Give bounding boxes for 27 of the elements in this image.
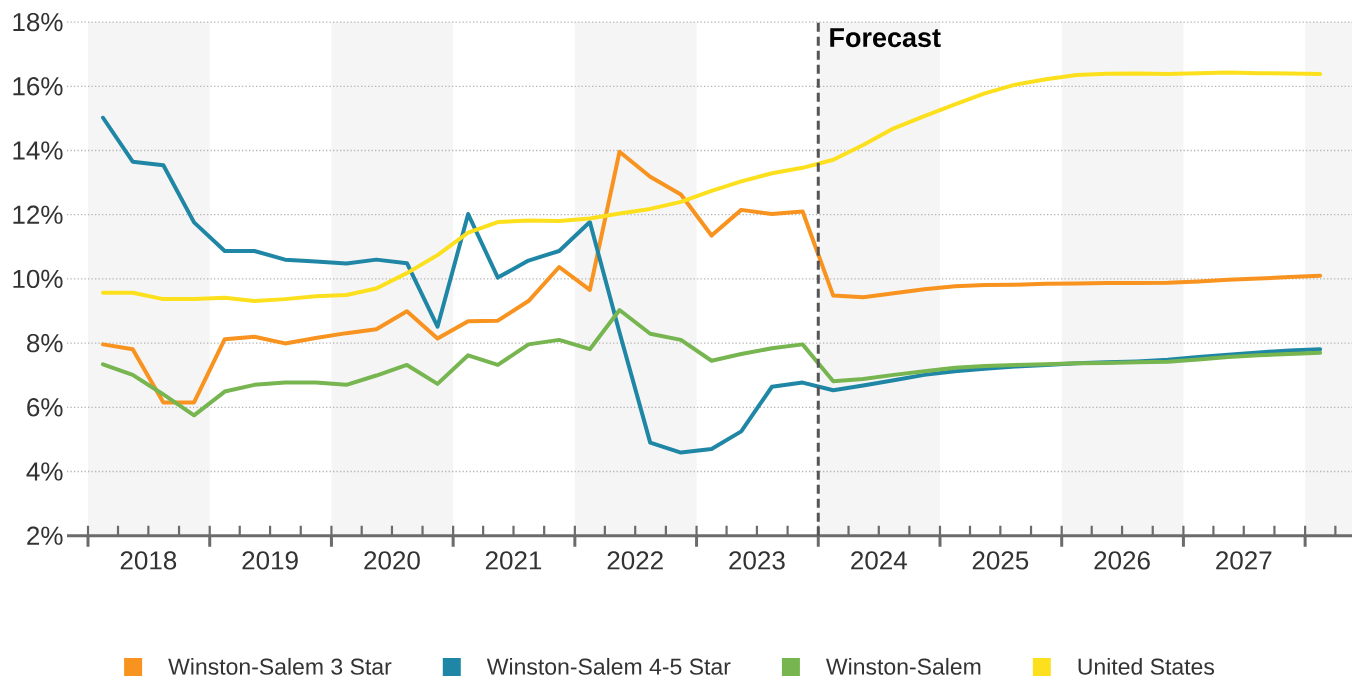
y-tick-label: 8% (27, 333, 63, 353)
legend-label: United States (1078, 657, 1215, 675)
x-tick-label: 2023 (729, 551, 785, 570)
x-tick-label: 2019 (242, 551, 298, 570)
line-series (101, 70, 1323, 304)
x-tick-label: 2024 (851, 551, 907, 570)
y-tick-label: 18% (13, 12, 63, 32)
y-tick-label: 12% (13, 205, 63, 224)
y-tick-label: 14% (13, 141, 63, 160)
x-tick-label: 2022 (607, 551, 663, 570)
x-tick-label: 2021 (485, 551, 542, 570)
legend-label: Winston-Salem 4-5 Star (486, 657, 731, 675)
y-tick-label: 16% (13, 77, 63, 96)
x-tick-label: 2026 (1094, 551, 1150, 570)
x-tick-label: 2018 (120, 551, 177, 570)
line-series (101, 308, 1323, 418)
y-tick-label: 2% (27, 526, 63, 545)
y-tick-label: 10% (13, 269, 63, 289)
legend-label: Winston-Salem 3 Star (168, 657, 392, 675)
x-tick-label: 2025 (972, 551, 1029, 570)
x-tick-label: 2020 (364, 551, 420, 570)
y-tick-label: 6% (27, 398, 63, 417)
y-tick-label: 4% (26, 462, 63, 481)
line-series (101, 149, 1323, 405)
x-tick-label: 2027 (1216, 551, 1272, 570)
ref-line-label: Forecast (830, 28, 941, 48)
legend-label: Winston-Salem (825, 657, 981, 675)
